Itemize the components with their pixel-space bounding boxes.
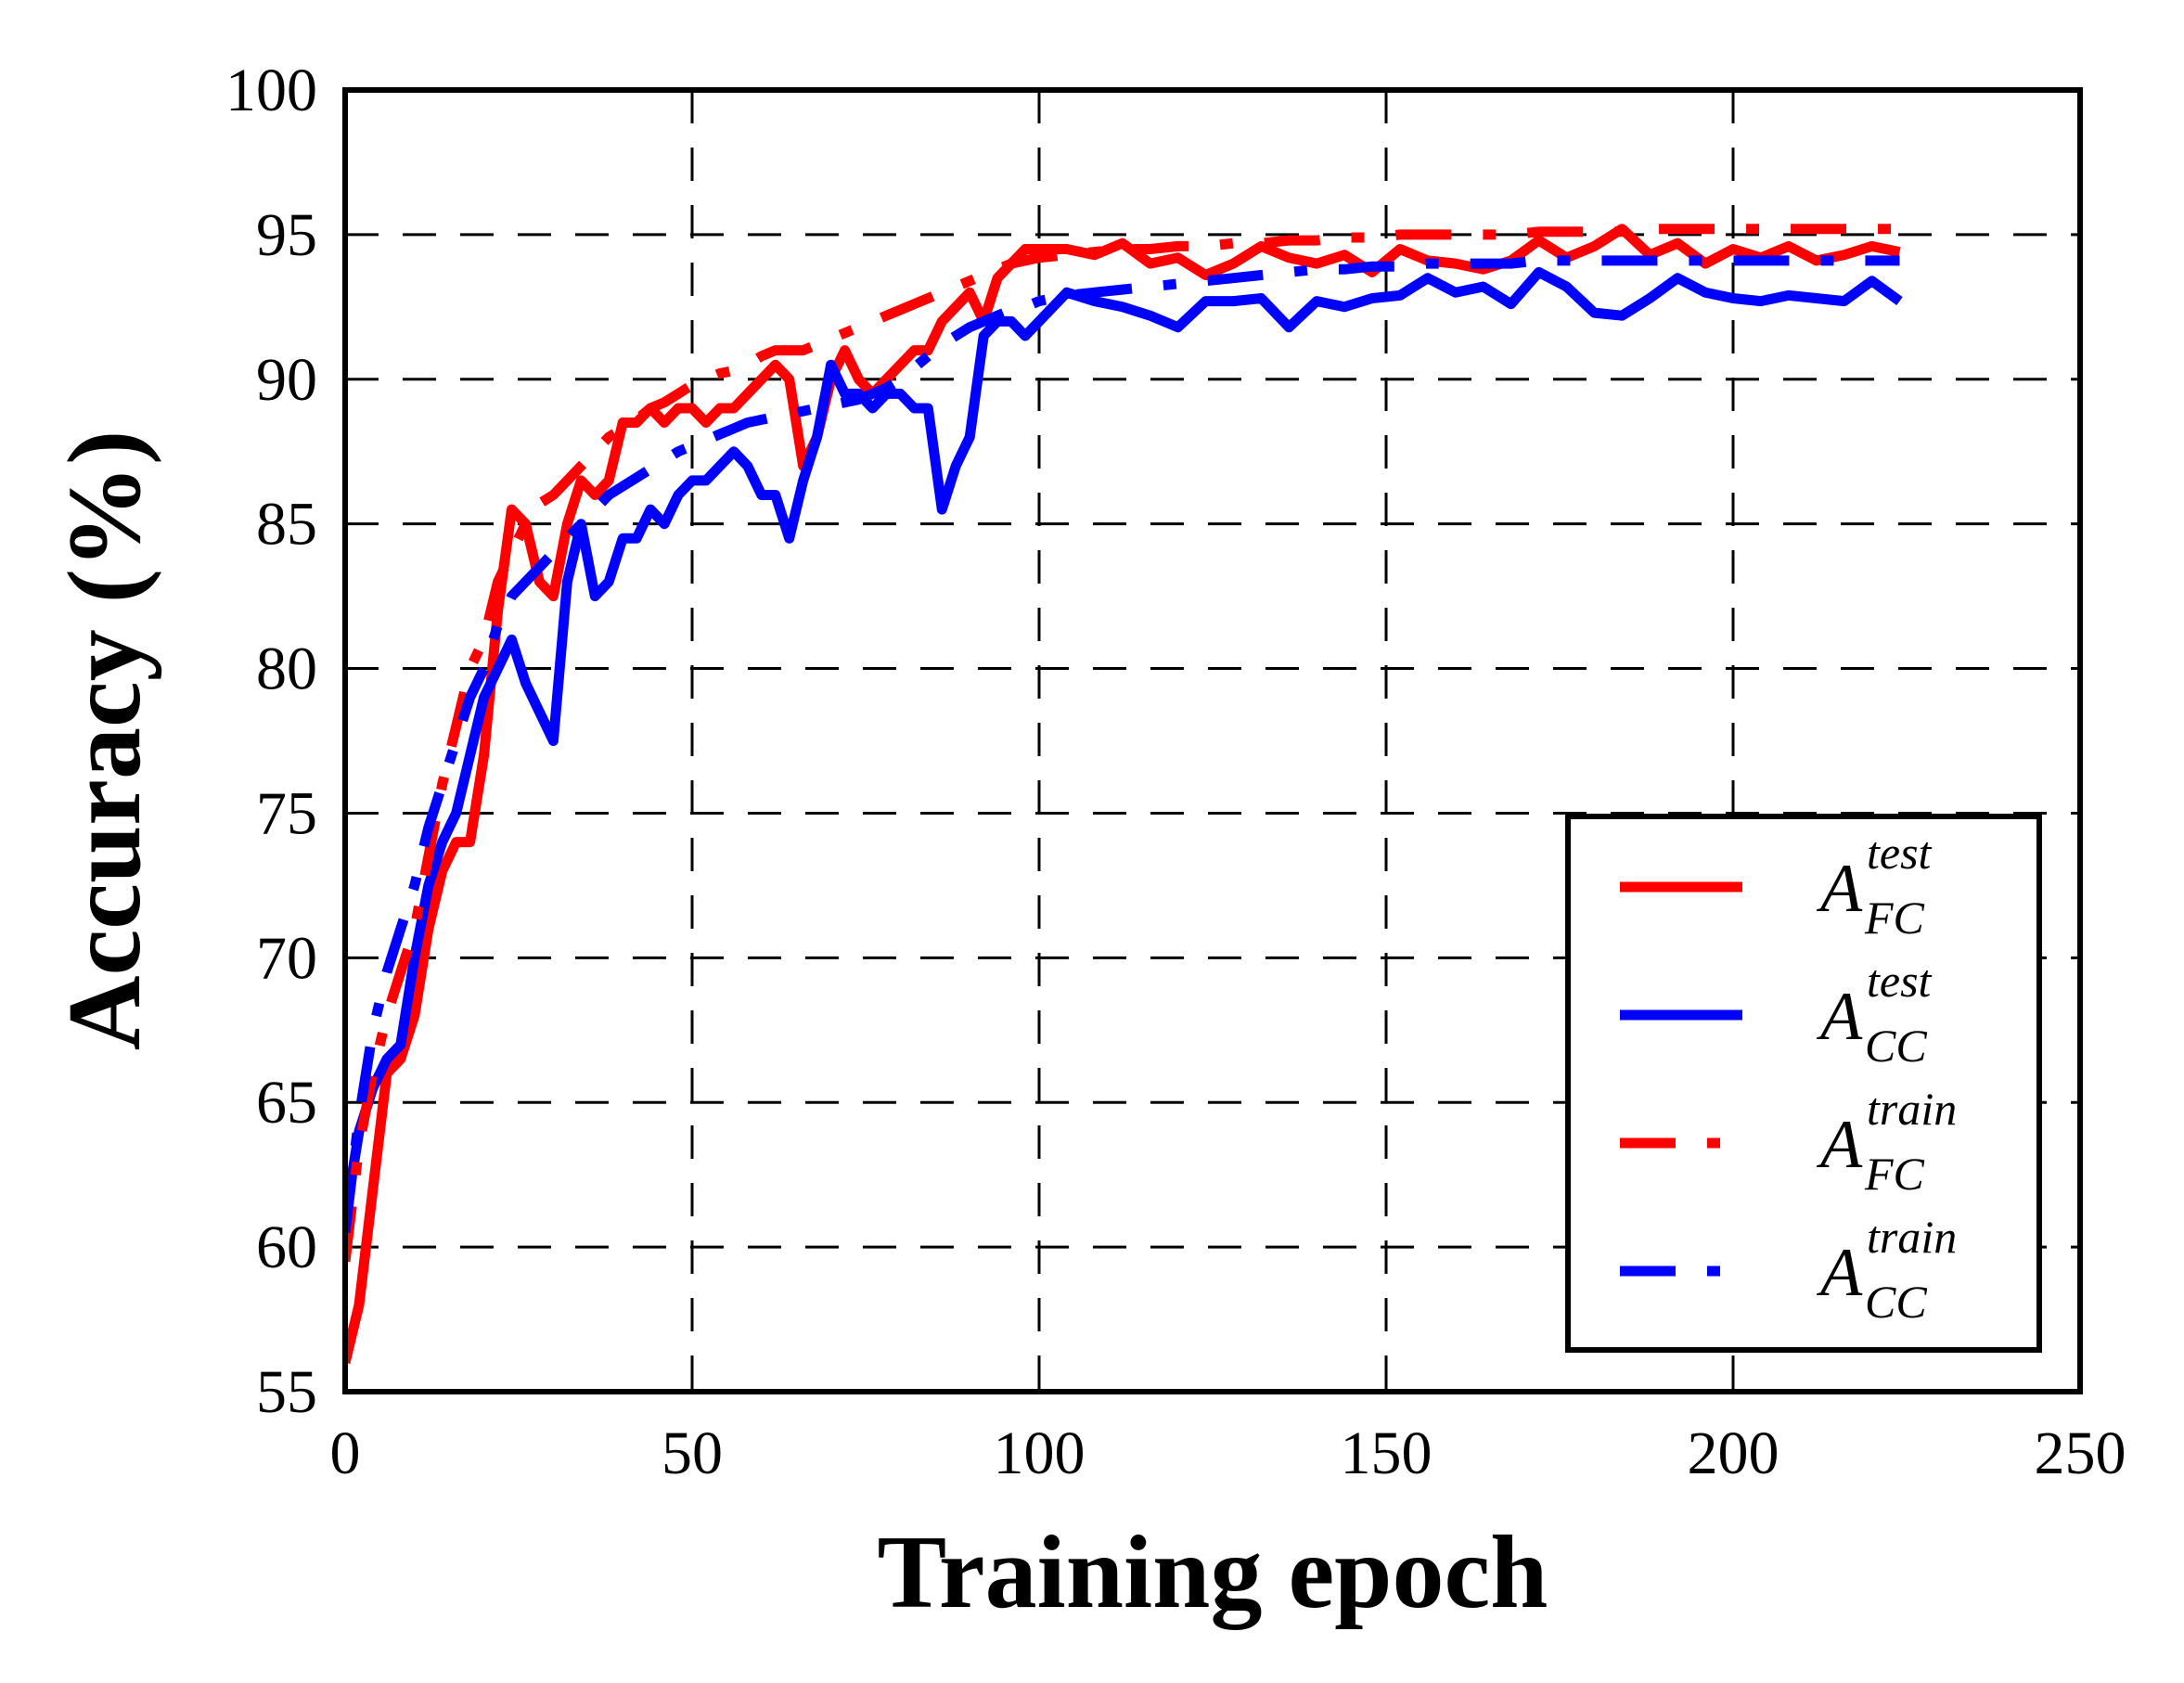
x-axis-label: Training epoch bbox=[878, 1515, 1548, 1630]
legend-label-sup: train bbox=[1867, 1211, 1957, 1263]
plot-frame bbox=[342, 87, 2083, 1394]
legend-label-sub: FC bbox=[1864, 1148, 1925, 1200]
legend-label: A bbox=[1816, 1235, 1863, 1311]
legend-label-sub: CC bbox=[1865, 1276, 1927, 1328]
y-tick-label: 85 bbox=[256, 491, 317, 559]
y-tick-label: 90 bbox=[256, 346, 317, 414]
series-group bbox=[345, 224, 1903, 1365]
x-axis-ticks: 0 50 100 150 200 250 bbox=[330, 1420, 2126, 1487]
y-tick-label: 80 bbox=[256, 636, 317, 703]
x-tick-label: 50 bbox=[662, 1420, 723, 1487]
y-tick-label: 100 bbox=[225, 57, 317, 124]
x-tick-label: 150 bbox=[1341, 1420, 1432, 1487]
series-line bbox=[345, 266, 1903, 1219]
legend-label-sup: test bbox=[1867, 827, 1933, 879]
y-tick-label: 55 bbox=[256, 1358, 317, 1426]
x-tick-label: 0 bbox=[330, 1420, 361, 1487]
legend-label-sup: test bbox=[1867, 955, 1933, 1007]
legend-label: A bbox=[1816, 1107, 1863, 1183]
y-tick-label: 65 bbox=[256, 1069, 317, 1137]
legend-box bbox=[1565, 814, 2042, 1353]
legend-label-sub: CC bbox=[1865, 1020, 1927, 1072]
y-tick-label: 95 bbox=[256, 201, 317, 269]
y-tick-label: 60 bbox=[256, 1214, 317, 1281]
x-tick-label: 250 bbox=[2035, 1420, 2126, 1487]
legend-label: A bbox=[1816, 851, 1863, 927]
legend-label-sub: FC bbox=[1864, 892, 1925, 944]
legend-label-sup: train bbox=[1867, 1083, 1957, 1135]
y-axis-label: Accuracy (%) bbox=[47, 430, 162, 1051]
x-tick-label: 100 bbox=[994, 1420, 1086, 1487]
y-tick-label: 75 bbox=[256, 779, 317, 847]
x-tick-label: 200 bbox=[1688, 1420, 1779, 1487]
legend-label: A bbox=[1816, 979, 1863, 1055]
series-line bbox=[345, 255, 1900, 1234]
series-line bbox=[345, 224, 1900, 1263]
y-axis-ticks: 55 60 65 70 75 80 85 90 95 100 bbox=[225, 57, 317, 1426]
y-tick-label: 70 bbox=[256, 924, 317, 992]
series-line bbox=[345, 224, 1901, 1365]
